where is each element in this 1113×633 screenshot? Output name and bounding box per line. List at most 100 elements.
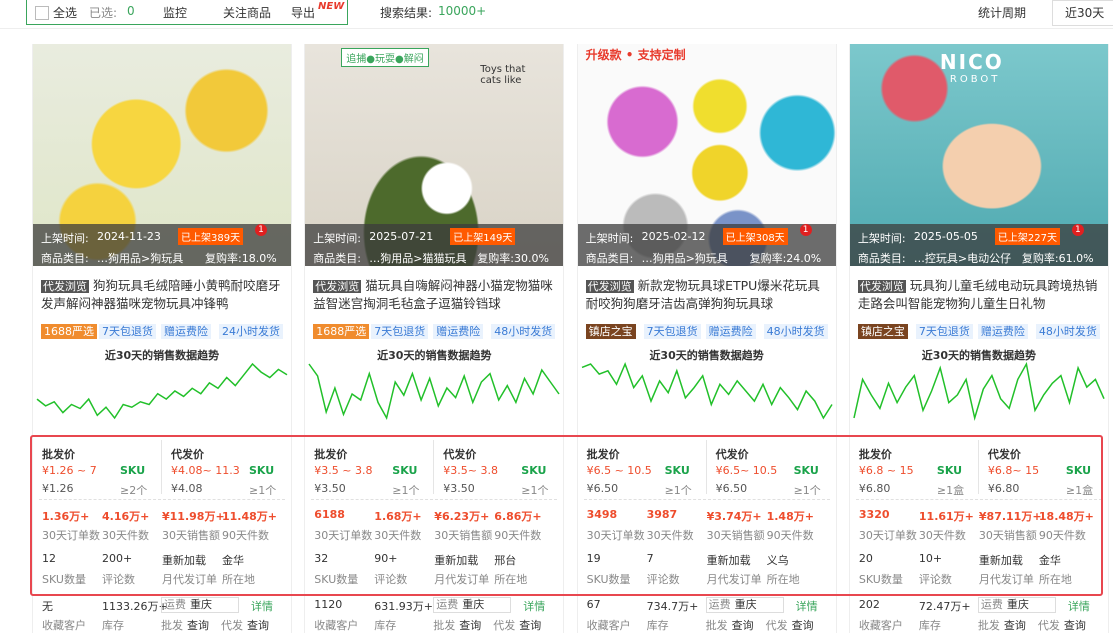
selected-label: 已选: [89, 6, 118, 20]
moq: ≥1盒 [936, 484, 965, 497]
product-title[interactable]: 代发浏览 玩具狗儿童毛绒电动玩具跨境热销走路会叫智能宠物狗儿童生日礼物 [857, 277, 1103, 312]
title-text: 狗狗玩具毛绒陪睡小黄鸭耐咬磨牙发声解闷神器猫咪宠物玩具冲锋鸭 [41, 278, 281, 311]
sku-link[interactable]: SKU [793, 464, 819, 477]
stat-label: 90天件数 [222, 529, 269, 542]
info-overlay: 上架时间: 2025-07-21 已上架149天 商品类目: …狗用品>猫猫玩具 复购率:… [305, 224, 564, 266]
detail-link[interactable]: 详情 [1067, 600, 1090, 613]
product-title[interactable]: 代发浏览 猫玩具自嗨解闷神器小猫宠物猫咪益智迷宫掏洞毛毡盒子逗猫铃铛球 [313, 277, 558, 312]
stock-label: 库存 [102, 619, 124, 632]
stat-label: 30天件数 [918, 529, 966, 542]
trend-chart [581, 361, 833, 420]
detail-link[interactable]: 详情 [251, 600, 273, 613]
stat-value: 金华 [1038, 554, 1061, 567]
price-range: ¥1.26 ~ 7 [42, 464, 97, 477]
wholesale-query[interactable]: 查询 [459, 619, 482, 632]
toolbar: 全选 已选: 0 监控 关注商品 导出 NEW 搜索结果: 10000+ 统计周… [0, 0, 1113, 29]
freight-input[interactable]: 运费 重庆 [433, 597, 512, 613]
dropship-query[interactable]: 查询 [1063, 619, 1086, 632]
service-tag: 7天包退货 [643, 324, 701, 339]
sku-link[interactable]: SKU [249, 464, 275, 477]
stat-label: 30天订单数 [314, 529, 373, 542]
stat-value[interactable]: 重新加载 [978, 554, 1023, 567]
checkbox[interactable] [35, 6, 49, 20]
wholesale-query[interactable]: 查询 [731, 619, 754, 632]
moq: ≥1个 [793, 484, 821, 497]
stat-value: 20 [858, 552, 873, 565]
product-title[interactable]: 代发浏览 新款宠物玩具球ETPU爆米花玩具耐咬狗狗磨牙洁齿高弹狗狗玩具球 [585, 277, 831, 312]
info-overlay: 上架时间: 2025-02-12 已上架308天 1 商品类目: …狗用品>狗玩具 复购率:… [577, 224, 836, 266]
stat-label: 30天销售额 [706, 529, 765, 542]
sku-link[interactable]: SKU [392, 464, 418, 477]
sku-link[interactable]: SKU [664, 464, 690, 477]
freight-city: 重庆 [190, 598, 212, 611]
stat-value: 金华 [222, 554, 244, 567]
service-tag: 赠运费险 [433, 324, 484, 339]
trend-line [581, 361, 833, 420]
trend-title: 近30天的销售数据趋势 [921, 349, 1037, 362]
sku-link[interactable]: SKU [120, 464, 146, 477]
stat-value: 1.36万+ [42, 510, 90, 523]
sku-link[interactable]: SKU [936, 464, 963, 477]
period-select[interactable]: 近30天 [1052, 0, 1113, 26]
sku-link[interactable]: SKU [1065, 464, 1092, 477]
freight-input[interactable]: 运费 重庆 [161, 597, 239, 613]
service-tag: 赠运费险 [705, 324, 756, 339]
moq: ≥1个 [521, 484, 549, 497]
monitor[interactable]: 监控 [163, 6, 188, 20]
dropship-label: 代发 [493, 619, 516, 632]
detail-link[interactable]: 详情 [523, 600, 546, 613]
product-card: 追捕●玩耍●解闷 Toys that cats like 上架时间: 2025-07-… [304, 44, 565, 633]
stock-label: 库存 [646, 619, 669, 632]
stat-label: 30天件数 [374, 529, 422, 542]
price-label: 批发价 [586, 448, 620, 461]
price-label: 代发价 [443, 448, 477, 461]
service-tag: 赠运费险 [977, 324, 1028, 339]
selected-count: 0 [127, 4, 135, 18]
listed-days: 已上架149天 [450, 228, 516, 245]
wholesale-label: 批发 [433, 619, 456, 632]
category[interactable]: …狗用品>狗玩具 [641, 252, 728, 265]
stat-value[interactable]: 重新加载 [434, 554, 479, 567]
category[interactable]: …狗用品>猫猫玩具 [369, 252, 467, 265]
unit-price: ¥3.50 [314, 482, 346, 495]
category[interactable]: …控玩具>电动公仔 [913, 252, 1012, 265]
stat-label: 90天件数 [1038, 529, 1086, 542]
stat-value: 1.48万+ [766, 510, 814, 523]
stock-label: 库存 [918, 619, 941, 632]
stat-label: 30天订单数 [586, 529, 645, 542]
info-overlay: 上架时间: 2025-05-05 已上架227天 1 商品类目: …控玩具>电动公仔 复购率… [849, 224, 1108, 266]
trend-title: 近30天的销售数据趋势 [104, 349, 220, 362]
service-tag: 48小时发货 [491, 324, 556, 339]
stats-divider [39, 499, 285, 500]
listed-date: 2025-02-12 [641, 230, 706, 243]
follow[interactable]: 关注商品 [223, 6, 272, 20]
stat-label: 月代发订单 [434, 573, 490, 586]
period-label: 统计周期 [978, 6, 1027, 20]
stat-label: 所在地 [494, 573, 528, 586]
title-tag: 代发浏览 [585, 280, 634, 293]
wholesale-query[interactable]: 查询 [187, 619, 209, 632]
freight-input[interactable]: 运费 重庆 [977, 597, 1056, 613]
stat-value: 10+ [918, 552, 943, 565]
stat-value: 3320 [858, 508, 890, 521]
dropship-query[interactable]: 查询 [791, 619, 814, 632]
export-badge: NEW [318, 1, 345, 12]
unit-price: ¥4.08 [171, 482, 203, 495]
detail-link[interactable]: 详情 [795, 600, 818, 613]
export[interactable]: 导出 [291, 6, 316, 20]
select-all[interactable]: 全选 [53, 6, 78, 20]
freight-input[interactable]: 运费 重庆 [705, 597, 784, 613]
sku-link[interactable]: SKU [521, 464, 547, 477]
product-title[interactable]: 代发浏览 狗狗玩具毛绒陪睡小黄鸭耐咬磨牙发声解闷神器猫咪宠物玩具冲锋鸭 [41, 277, 286, 312]
category[interactable]: …狗用品>狗玩具 [97, 252, 184, 265]
trend-chart [36, 362, 288, 420]
stat-value[interactable]: 重新加载 [706, 554, 751, 567]
dropship-query[interactable]: 查询 [519, 619, 542, 632]
stat-value[interactable]: 重新加载 [162, 554, 206, 567]
stat-value: ¥11.98万+ [162, 510, 225, 523]
dropship-query[interactable]: 查询 [247, 619, 269, 632]
wholesale-query[interactable]: 查询 [1003, 619, 1026, 632]
trend-line [853, 361, 1105, 421]
stat-value: 18.48万+ [1038, 510, 1094, 523]
